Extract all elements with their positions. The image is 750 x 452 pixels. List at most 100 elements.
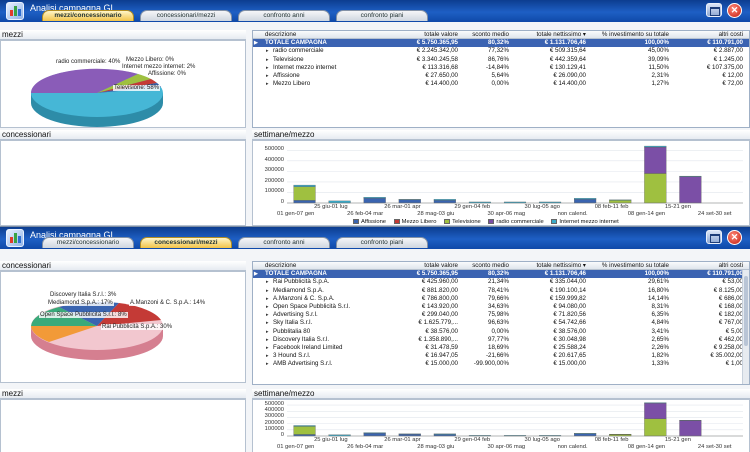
expand-icon[interactable]: ▸ <box>266 56 269 63</box>
expand-icon[interactable]: ▸ <box>266 312 269 319</box>
expand-icon[interactable]: ▸ <box>266 295 269 302</box>
table-row[interactable]: ▸ radio commerciale € 2.245.342,00 77,32% € … <box>253 47 749 55</box>
tab-confronto-piani[interactable]: confronto piani <box>336 10 428 21</box>
table-cell: € 94.080,00 <box>553 303 586 310</box>
bar-segment[interactable] <box>679 420 702 437</box>
table-cell: € 2.245.342,00 <box>416 47 458 55</box>
total-row[interactable]: ▶ TOTALE CAMPAGNA € 5.750.365,95 80,32% € 1.… <box>253 39 749 48</box>
bar-segment[interactable] <box>363 198 386 204</box>
bar-segment[interactable] <box>398 199 421 200</box>
table-row[interactable]: ▸ Affissione € 27.650,00 5,64% € 26.090,00 2,… <box>253 72 749 80</box>
bar-segment[interactable] <box>293 425 316 427</box>
table-row[interactable]: ▸ Mezzo Libero € 14.400,00 0,00% € 14.400,00… <box>253 80 749 88</box>
col-totale-nettissimo[interactable]: totale nettissimo ▾ <box>536 31 586 38</box>
bar-segment[interactable] <box>363 433 386 437</box>
table-row[interactable]: ▸ Open Space Pubblicità S.r.l. € 143.920,0… <box>253 303 749 311</box>
row-selector-icon: ▶ <box>254 271 258 278</box>
col-descrizione[interactable]: descrizione <box>265 262 297 269</box>
expand-icon[interactable]: ▸ <box>266 304 269 310</box>
total-row[interactable]: ▶ TOTALE CAMPAGNA € 5.750.365,95 80,32% € 1.… <box>253 270 749 279</box>
bar-segment[interactable] <box>293 184 316 187</box>
tab-confronto-anni[interactable]: confronto anni <box>238 10 330 21</box>
bar-segment[interactable] <box>574 199 597 204</box>
expand-icon[interactable]: ▸ <box>266 287 269 294</box>
col-totale-valore[interactable]: totale valore <box>424 262 458 269</box>
expand-icon[interactable]: ▸ <box>266 353 269 360</box>
bar-segment[interactable] <box>574 198 597 200</box>
expand-icon[interactable]: ▸ <box>266 48 269 55</box>
tab-mezzi-concessionario[interactable]: mezzi/concessionario <box>42 237 134 248</box>
col-investimento[interactable]: % investimento su totale <box>601 262 669 269</box>
bar-segment[interactable] <box>644 146 667 174</box>
bar-segment[interactable] <box>644 173 667 204</box>
bar-segment[interactable] <box>609 200 632 204</box>
bar-segment[interactable] <box>363 432 386 434</box>
col-sconto-medio[interactable]: sconto medio <box>472 262 509 269</box>
bar-segment[interactable] <box>433 200 456 204</box>
y-tick-label: 0 <box>280 199 284 205</box>
table-scrollbar[interactable] <box>742 270 749 384</box>
restore-icon[interactable] <box>706 230 722 244</box>
pie-chart-panel: Discovery Italia S.r.l.: 3% Mediamond S.… <box>0 271 246 383</box>
col-descrizione[interactable]: descrizione <box>265 31 297 38</box>
table-cell: € 686,00 <box>718 294 743 302</box>
expand-icon[interactable]: ▸ <box>266 361 269 368</box>
table-row[interactable]: ▸ AMB Advertising S.r.l. € 15.000,00 -99.90… <box>253 360 749 368</box>
table-row[interactable]: ▸ Discovery Italia S.r.l. € 1.358.890,... 9… <box>253 336 749 344</box>
col-sconto-medio[interactable]: sconto medio <box>472 31 509 38</box>
bar-segment[interactable] <box>433 433 456 435</box>
table-row[interactable]: ▸ Mediamond S.p.A. € 881.820,00 78,41% € 190… <box>253 287 749 295</box>
bar-segment[interactable] <box>398 199 421 204</box>
expand-icon[interactable]: ▸ <box>266 345 269 351</box>
bar-segment[interactable] <box>609 199 632 201</box>
table-row[interactable]: ▸ Pubblitalia 80 € 38.576,00 0,00% € 38.576,… <box>253 328 749 336</box>
table-row[interactable]: ▸ Televisione € 3.340.245,58 86,76% € 442.35… <box>253 56 749 64</box>
expand-icon[interactable]: ▸ <box>266 320 269 327</box>
tab-concessionari-mezzi[interactable]: concessionari/mezzi <box>140 237 232 248</box>
expand-icon[interactable]: ▸ <box>266 279 269 286</box>
expand-icon[interactable]: ▸ <box>266 336 269 343</box>
bar-segment[interactable] <box>433 199 456 201</box>
bar-segment[interactable] <box>679 175 702 177</box>
bar-segment[interactable] <box>328 200 351 204</box>
expand-icon[interactable]: ▸ <box>266 73 269 79</box>
bar-segment[interactable] <box>574 433 597 434</box>
close-icon[interactable]: ✕ <box>727 230 742 245</box>
pie-slice-manzoni <box>97 303 161 326</box>
table-row[interactable]: ▸ Internet mezzo internet € 113.316,68 -14,… <box>253 64 749 72</box>
col-totale-nettissimo[interactable]: totale nettissimo ▾ <box>536 262 586 269</box>
table-row[interactable]: ▸ Rai Pubblicità S.p.A. € 425.960,00 21,34%… <box>253 278 749 286</box>
bar-segment[interactable] <box>293 200 316 204</box>
bar-segment[interactable] <box>644 402 667 404</box>
bar-segment[interactable] <box>293 426 316 435</box>
col-altri-costi[interactable]: altri costi <box>718 262 743 269</box>
table-row[interactable]: ▸ Facebook Ireland Limited € 31.478,59 18,6… <box>253 344 749 352</box>
table-row[interactable]: ▸ Advertising S.r.l. € 299.040,00 75,98% € 7… <box>253 311 749 319</box>
tab-concessionari-mezzi[interactable]: concessionari/mezzi <box>140 10 232 21</box>
table-row[interactable]: ▸ Sky Italia S.r.l. € 1.625.779,... 96,63% €… <box>253 319 749 327</box>
col-altri-costi[interactable]: altri costi <box>718 31 743 38</box>
tab-mezzi-concessionario[interactable]: mezzi/concessionario <box>42 10 134 21</box>
bar-segment[interactable] <box>644 418 667 437</box>
bar-segment[interactable] <box>679 176 702 204</box>
tab-confronto-anni[interactable]: confronto anni <box>238 237 330 248</box>
close-icon[interactable]: ✕ <box>727 3 742 18</box>
bar-segment[interactable] <box>293 186 316 201</box>
tab-confronto-piani[interactable]: confronto piani <box>336 237 428 248</box>
expand-icon[interactable]: ▸ <box>266 81 269 88</box>
legend-televisione: Televisione <box>444 219 481 225</box>
expand-icon[interactable]: ▸ <box>266 328 269 335</box>
table-row[interactable]: ▸ 3 Hound S.r.l. € 16.947,05 -21,66% € 20.61… <box>253 352 749 360</box>
col-investimento[interactable]: % investimento su totale <box>601 31 669 38</box>
expand-icon[interactable]: ▸ <box>266 64 269 71</box>
restore-icon[interactable] <box>706 3 722 17</box>
bar-segment[interactable] <box>363 197 386 199</box>
table-row[interactable]: ▸ A.Manzoni & C. S.p.A. € 786.800,00 79,66%… <box>253 295 749 303</box>
x-tick-label: 28 mag-03 giu <box>417 211 455 217</box>
bar-segment[interactable] <box>574 433 597 437</box>
bar-segment[interactable] <box>644 145 667 148</box>
scrollbar-thumb[interactable] <box>744 276 748 346</box>
bar-segment[interactable] <box>644 403 667 419</box>
table-cell: € 881.820,00 <box>421 286 458 294</box>
col-totale-valore[interactable]: totale valore <box>424 31 458 38</box>
